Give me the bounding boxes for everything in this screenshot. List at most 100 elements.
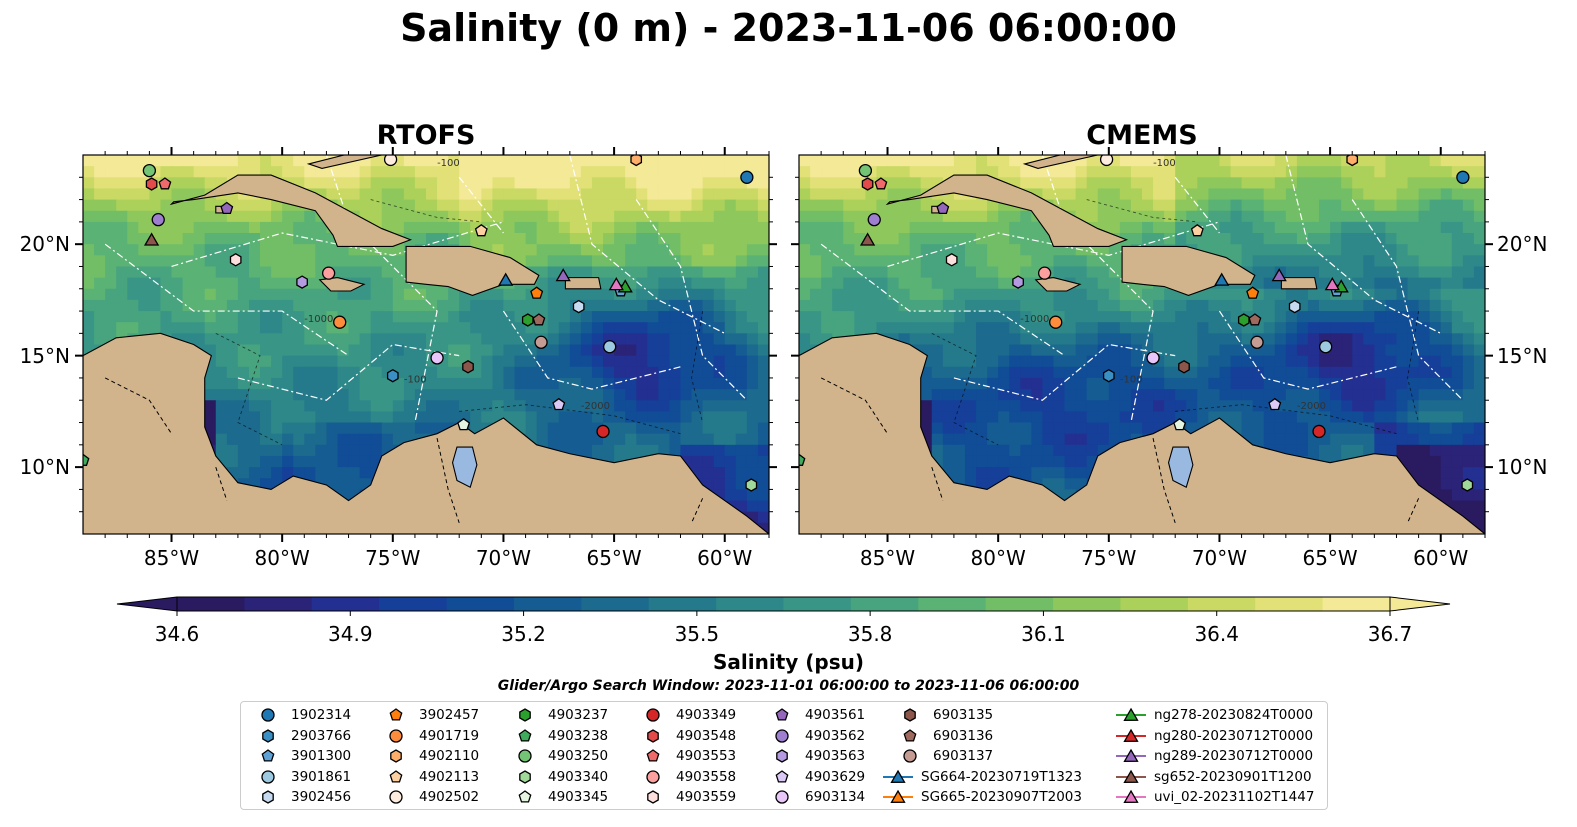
- legend-item: 4903559: [638, 787, 736, 807]
- legend-symbol: [903, 749, 917, 763]
- legend-symbol: [1123, 789, 1139, 803]
- obs-marker-4903563: [296, 275, 308, 289]
- colorbar-tick-label: 36.4: [1194, 622, 1239, 646]
- obs-marker-4903561: [220, 201, 234, 215]
- legend-marker-circle: [775, 728, 789, 743]
- legend-symbol: [519, 769, 531, 784]
- legend-symbol: [1123, 707, 1139, 721]
- legend-symbol: [646, 749, 660, 762]
- colorbar-tick-label: 36.7: [1367, 622, 1413, 646]
- obs-marker-4903237: [1237, 313, 1250, 327]
- legend-symbol: [261, 769, 275, 784]
- legend-label: ng280-20230712T0000: [1154, 727, 1314, 744]
- legend-marker-circle: [646, 708, 660, 722]
- colorbar-tick-label: 34.6: [154, 622, 200, 646]
- legend-marker-circle: [903, 749, 917, 763]
- legend-symbol: [775, 728, 789, 743]
- legend-marker-pentagon: [518, 728, 532, 742]
- legend-marker-pentagon: [903, 728, 917, 742]
- legend-item: 1902314: [253, 705, 351, 725]
- lon-tick-label: 70°W: [475, 546, 532, 570]
- obs-marker-4901719: [1049, 315, 1063, 329]
- legend-marker-pentagon: [775, 769, 789, 783]
- legend: 1902314 2903766 3901300 3901861 3902456 39024…: [240, 701, 1328, 810]
- legend-marker-triangle: [1116, 728, 1146, 742]
- legend-label: 4903553: [676, 748, 737, 764]
- lat-tick-label-left: 10°N: [19, 455, 70, 480]
- legend-symbol: [1123, 769, 1139, 783]
- legend-item: 6903135: [895, 705, 993, 725]
- legend-symbol: [390, 749, 402, 763]
- legend-symbol: [389, 790, 403, 804]
- obs-marker-sg652-20230901T1200: [859, 232, 876, 246]
- legend-item: 4903548: [638, 726, 736, 746]
- obs-marker-6903134: [430, 351, 444, 365]
- legend-item: 4903349: [638, 705, 736, 725]
- panel-title-rtofs: RTOFS: [376, 120, 476, 151]
- legend-symbol: [647, 728, 659, 743]
- legend-marker-pentagon: [389, 708, 403, 721]
- legend-marker-triangle: [1116, 707, 1146, 721]
- obs-marker-4903345: [457, 417, 471, 431]
- obs-marker-3902457: [1246, 286, 1260, 299]
- legend-label: 4903349: [676, 707, 737, 723]
- legend-marker-pentagon: [261, 749, 275, 762]
- colorbar-tick-label: 36.1: [1021, 622, 1066, 646]
- legend-item: 2903766: [253, 726, 351, 746]
- obs-marker-uvi_02-20231102T1447: [608, 276, 624, 291]
- legend-label: SG664-20230719T1323: [921, 768, 1082, 785]
- boundary-lines: [820, 155, 1464, 423]
- obs-marker-SG664-20230719T1323: [1214, 272, 1230, 286]
- lat-tick-label-right: 10°N: [1497, 455, 1548, 480]
- obs-marker-2903766: [386, 368, 399, 383]
- obs-marker-6903134: [1146, 351, 1160, 365]
- colorbar: [116, 596, 1451, 616]
- figure-title: Salinity (0 m) - 2023-11-06 06:00:00: [400, 6, 1177, 50]
- legend-item: 3901300: [253, 746, 351, 766]
- obs-marker-ng289-20230712T0000: [555, 268, 571, 282]
- legend-marker-hexagon: [904, 708, 916, 722]
- legend-item: 4902110: [381, 746, 479, 766]
- legend-label: 4903250: [548, 748, 609, 764]
- map-frame: [798, 154, 1486, 535]
- obs-marker-4903629: [552, 397, 566, 411]
- legend-symbol: [261, 708, 275, 722]
- legend-symbol: [389, 728, 403, 743]
- contour-label: -1000: [1020, 314, 1049, 325]
- legend-marker-hexagon: [519, 708, 531, 722]
- legend-symbol: [890, 789, 906, 803]
- legend-label: sg652-20230901T1200: [1154, 768, 1312, 785]
- legend-item: 6903134: [767, 787, 865, 807]
- obs-marker-6903135: [1178, 360, 1190, 374]
- search-window-text: Glider/Argo Search Window: 2023-11-01 06…: [497, 678, 1080, 694]
- legend-label: 3902457: [419, 707, 480, 723]
- obs-marker-4903250: [858, 163, 873, 178]
- legend-marker-circle: [389, 790, 403, 804]
- contour-label: -100: [437, 158, 460, 169]
- obs-marker-3902456: [1288, 299, 1301, 314]
- legend-symbol: [389, 769, 403, 783]
- lake-maracaibo: [451, 446, 478, 488]
- legend-label: 6903137: [933, 748, 994, 764]
- colorbar-label: Salinity (psu): [712, 650, 864, 674]
- obs-marker-4903558: [321, 266, 336, 280]
- observation-markers: [799, 155, 1474, 492]
- obs-marker-6903137: [1250, 335, 1264, 349]
- obs-marker-3902456: [572, 299, 585, 314]
- legend-label: 4903238: [548, 727, 609, 744]
- legend-symbol: [775, 790, 789, 804]
- colorbar-tick-label: 35.2: [501, 622, 546, 646]
- lat-tick-label-left: 20°N: [19, 232, 70, 257]
- bathymetry-contours: [215, 199, 704, 446]
- legend-label: 4902502: [419, 789, 480, 805]
- legend-marker-circle: [518, 749, 532, 763]
- observation-markers: [83, 155, 758, 492]
- legend-label: 4901719: [419, 727, 480, 744]
- legend-label: 1902314: [291, 707, 352, 723]
- obs-marker-ng289-20230712T0000: [1271, 268, 1287, 282]
- legend-marker-triangle: [883, 769, 913, 783]
- map-panel-rtofs: -100 -1000 -2000 -100: [75, 147, 777, 542]
- obs-marker-4903562: [151, 213, 165, 227]
- legend-symbol: [262, 790, 274, 804]
- legend-item: SG664-20230719T1323: [883, 767, 1082, 787]
